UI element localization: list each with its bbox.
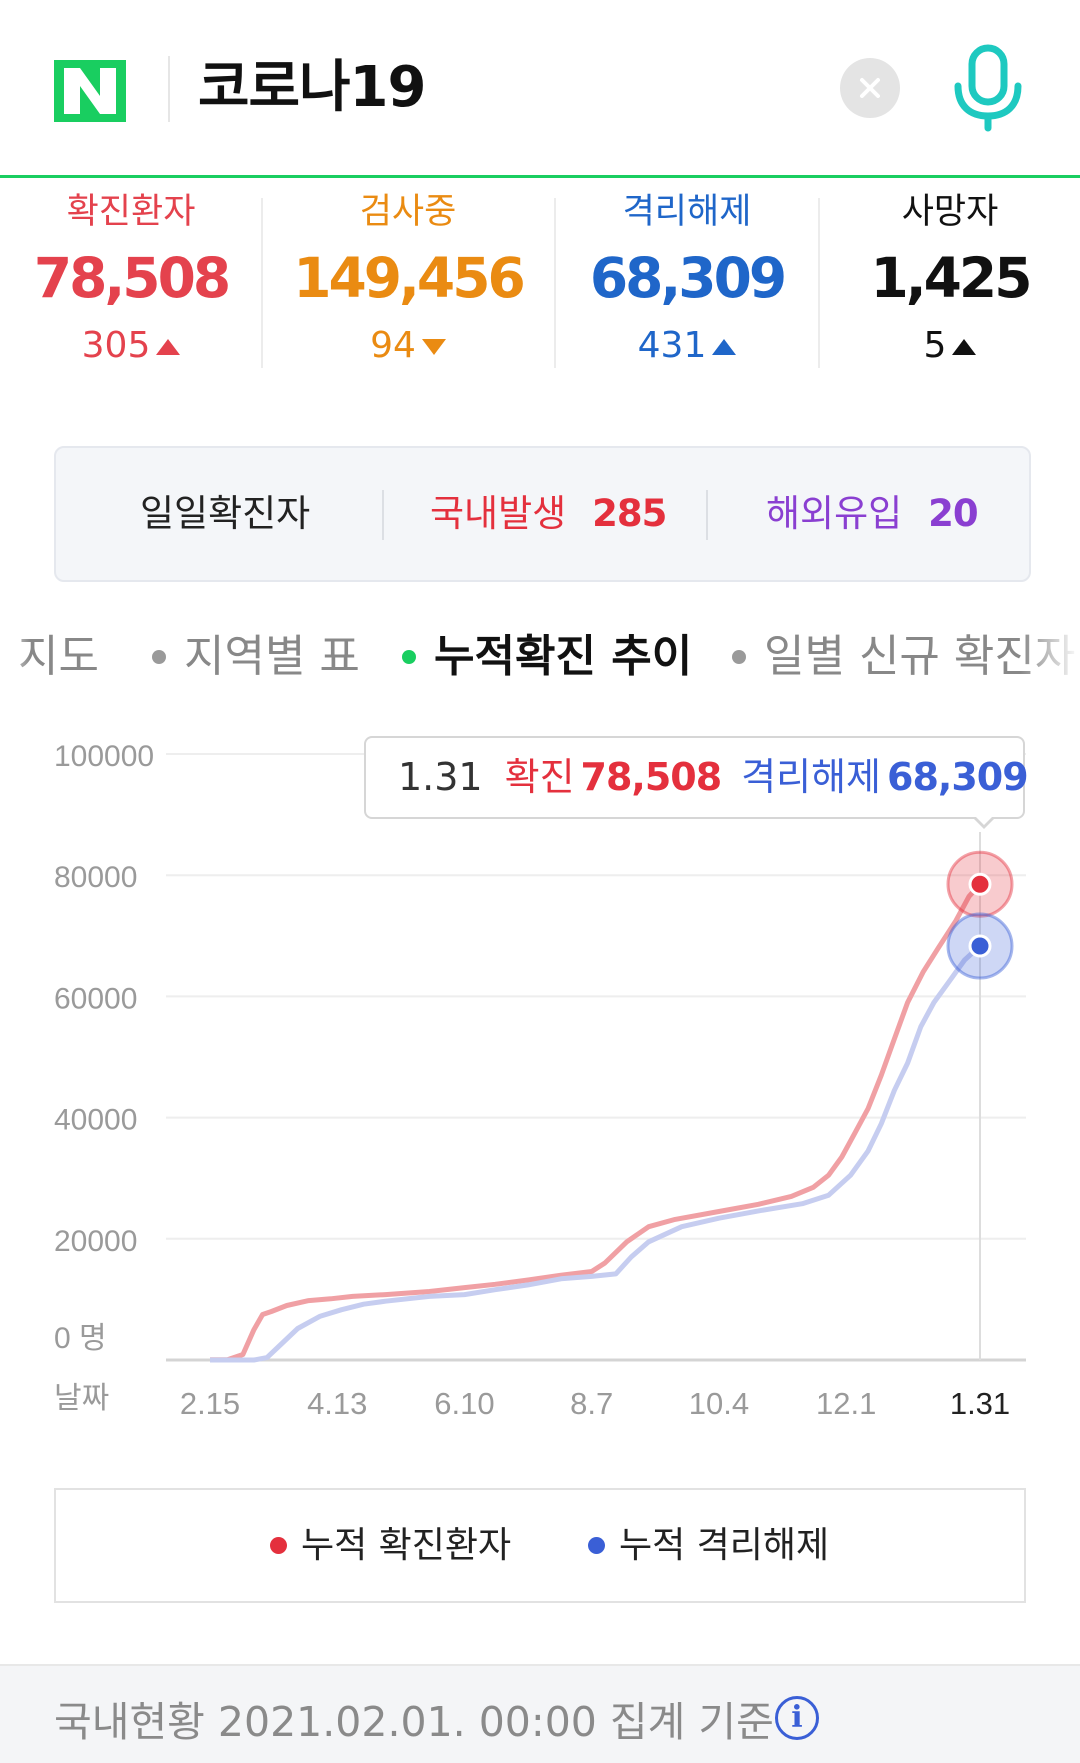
tooltip-date: 1.31 xyxy=(398,755,483,799)
tab-bullet xyxy=(402,650,416,664)
search-divider xyxy=(168,56,170,122)
info-icon[interactable]: i xyxy=(775,1696,819,1740)
legend-confirmed-dot xyxy=(270,1536,287,1554)
microphone-icon xyxy=(954,44,1022,132)
daily-domestic: 국내발생 285 xyxy=(430,448,667,580)
stat-label: 사망자 xyxy=(901,192,999,232)
legend-confirmed-label: 누적 확진환자 xyxy=(301,1525,512,1566)
stat-released[interactable]: 격리해제 68,309 431 xyxy=(556,180,818,380)
daily-confirmed-box: 일일확진자 국내발생 285 해외유입 20 xyxy=(54,446,1031,582)
daily-overseas-value: 20 xyxy=(928,492,978,535)
voice-search-button[interactable] xyxy=(950,44,1026,134)
tooltip-pointer-inner xyxy=(974,815,994,825)
y-tick-label: 60000 xyxy=(54,982,137,1015)
stat-delta-value: 5 xyxy=(923,325,947,366)
tooltip-released-label: 격리해제 xyxy=(741,755,882,799)
daily-domestic-label: 국내발생 xyxy=(430,492,567,535)
legend-released-label: 누적 격리해제 xyxy=(619,1525,830,1566)
delta-arrow-icon xyxy=(952,339,977,355)
x-tick-label: 12.1 xyxy=(816,1386,876,1421)
y-tick-label: 40000 xyxy=(54,1104,137,1137)
chart-canvas: 100000 80000 60000 40000 20000 0 명날짜 2.15 4.13 6… xyxy=(54,740,1026,1421)
stat-testing[interactable]: 검사중 149,456 94 xyxy=(262,180,554,380)
legend-released-dot xyxy=(588,1536,605,1554)
x-tick-label: 4.13 xyxy=(307,1386,367,1421)
stat-value: 1,425 xyxy=(870,246,1033,310)
stat-delta-value: 94 xyxy=(370,325,416,366)
stat-delta: 305 xyxy=(0,316,262,376)
close-icon xyxy=(860,78,880,98)
tooltip-confirmed-label: 확진 xyxy=(504,755,575,799)
y-tick-label: 80000 xyxy=(54,861,137,894)
stat-delta-value: 305 xyxy=(81,325,151,366)
x-tick-label: 1.31 xyxy=(950,1386,1010,1421)
naver-logo[interactable] xyxy=(54,60,126,122)
tab-label: 지역별 표 xyxy=(184,631,360,682)
stat-divider xyxy=(554,198,556,368)
released-series-line xyxy=(210,944,982,1363)
tooltip-confirmed-value: 78,508 xyxy=(580,755,723,799)
tab-bullet xyxy=(152,650,166,664)
stat-value: 68,309 xyxy=(589,246,787,310)
stat-divider xyxy=(818,198,820,368)
daily-divider xyxy=(706,490,708,540)
legend-confirmed[interactable]: 누적 확진환자 xyxy=(270,1490,511,1601)
x-tick-label: 6.10 xyxy=(434,1386,494,1421)
tab-cumulative-trend[interactable]: 누적확진 추이 xyxy=(402,622,692,692)
stat-deaths[interactable]: 사망자 1,425 5 xyxy=(820,180,1080,380)
tab-bullet xyxy=(732,650,746,664)
confirmed-marker-point xyxy=(968,872,992,896)
stats-summary: 확진환자 78,508 305 검사중 149,456 94 격리해제 68,3… xyxy=(0,180,1080,380)
stat-value: 78,508 xyxy=(33,246,231,310)
chart-tooltip: 1.31 확진 78,508 격리해제 68,309 xyxy=(364,736,1029,819)
y-tick-label: 100000 xyxy=(54,740,154,773)
chart-tabs: 지도 지역별 표 누적확진 추이 일별 신규 확진자 xyxy=(0,622,1080,692)
delta-arrow-icon xyxy=(156,339,181,355)
stat-value: 149,456 xyxy=(293,246,526,310)
search-bar: 코로나19 xyxy=(0,0,1080,178)
x-tick-label: 2.15 xyxy=(180,1386,240,1421)
clear-button[interactable] xyxy=(840,58,900,118)
stat-delta: 5 xyxy=(820,316,1080,376)
tab-label: 지도 xyxy=(18,631,99,682)
delta-arrow-icon xyxy=(421,339,446,355)
tab-map[interactable]: 지도 xyxy=(0,622,99,692)
daily-title: 일일확진자 xyxy=(140,492,311,535)
data-timestamp: 국내현황 2021.02.01. 00:00 집계 기준 xyxy=(54,1698,774,1746)
tabs-fade-left xyxy=(0,622,30,692)
tab-label: 누적확진 추이 xyxy=(434,631,693,682)
chart-legend: 누적 확진환자 누적 격리해제 xyxy=(54,1488,1026,1603)
tabs-fade-right xyxy=(1020,622,1080,692)
y-tick-label: 0 명 xyxy=(54,1322,107,1355)
tab-region-table[interactable]: 지역별 표 xyxy=(152,622,360,692)
stat-delta: 94 xyxy=(262,316,554,376)
stat-label: 확진환자 xyxy=(66,192,196,232)
footer-bar: 국내현황 2021.02.01. 00:00 집계 기준 i xyxy=(0,1664,1080,1763)
tooltip-released-value: 68,309 xyxy=(887,755,1029,799)
delta-arrow-icon xyxy=(712,339,737,355)
stat-divider xyxy=(261,198,263,368)
daily-domestic-value: 285 xyxy=(592,492,667,535)
x-tick-label: 8.7 xyxy=(570,1386,613,1421)
released-marker-point xyxy=(968,934,992,958)
x-tick-label: 10.4 xyxy=(689,1386,749,1421)
daily-overseas: 해외유입 20 xyxy=(766,448,979,580)
x-axis-label: 날짜 xyxy=(54,1381,109,1416)
daily-overseas-label: 해외유입 xyxy=(766,492,903,535)
daily-divider xyxy=(382,490,384,540)
y-tick-label: 20000 xyxy=(54,1225,137,1258)
stat-label: 격리해제 xyxy=(622,192,752,232)
confirmed-series-line xyxy=(210,882,982,1363)
stat-label: 검사중 xyxy=(359,192,457,232)
stat-confirmed[interactable]: 확진환자 78,508 305 xyxy=(0,180,262,380)
stat-delta-value: 431 xyxy=(637,325,707,366)
search-query[interactable]: 코로나19 xyxy=(198,55,426,120)
legend-released[interactable]: 누적 격리해제 xyxy=(588,1490,829,1601)
stat-delta: 431 xyxy=(556,316,818,376)
